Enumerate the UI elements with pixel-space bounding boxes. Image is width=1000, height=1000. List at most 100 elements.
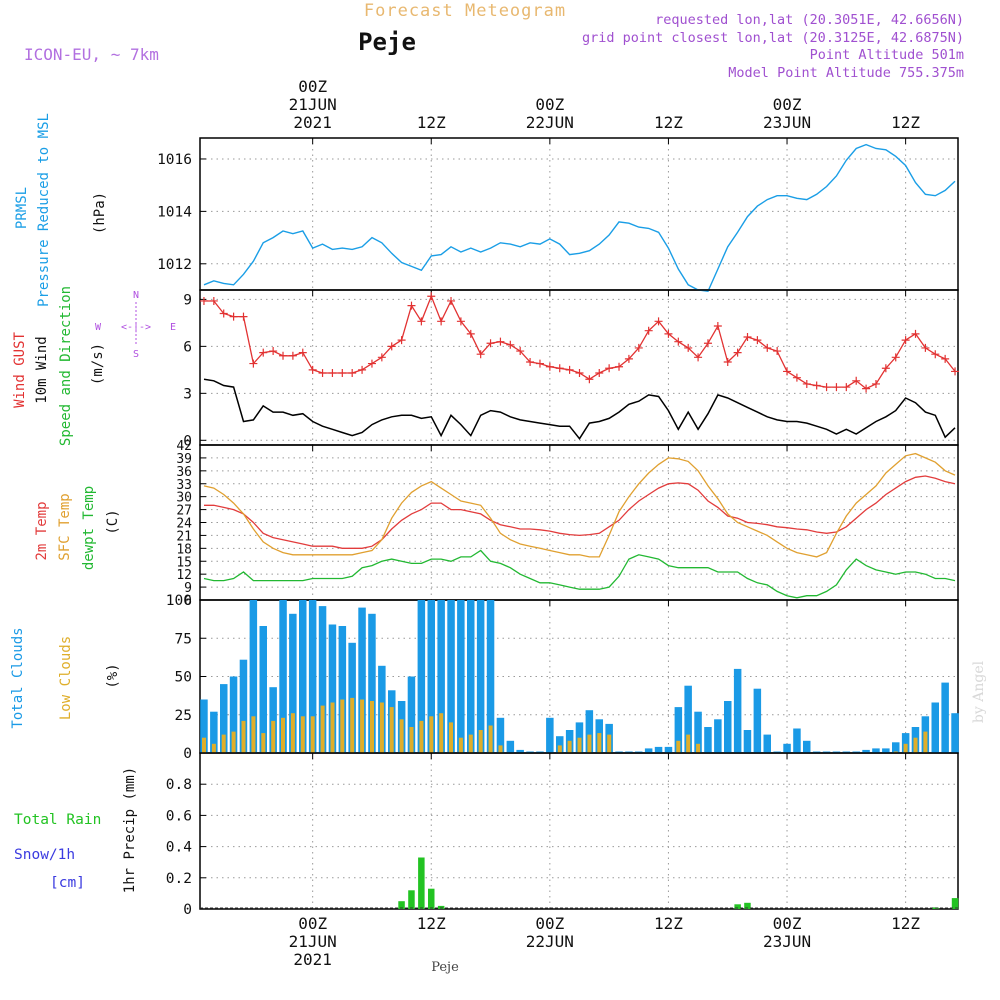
y-tick-label: 18 <box>176 542 192 557</box>
y-tick-label: 9 <box>183 292 192 308</box>
y-tick-label: 1012 <box>157 257 192 273</box>
cloud-unit: (%) <box>105 663 121 688</box>
y-tick-label: 0.2 <box>166 871 192 887</box>
wind-gust-marker <box>377 353 386 362</box>
low-cloud-bar <box>468 734 473 753</box>
y-tick-label: 1014 <box>157 204 192 220</box>
total-cloud-bar <box>457 600 465 753</box>
wind-gust-marker <box>792 373 801 382</box>
total-cloud-bar <box>694 711 702 753</box>
low-cloud-bar <box>449 722 453 753</box>
total-cloud-bar <box>664 746 673 753</box>
wind-gust-marker <box>575 368 584 377</box>
y-tick-label: 75 <box>175 631 192 647</box>
wind-gust-marker <box>654 317 663 326</box>
wind-gust-marker <box>921 343 930 352</box>
y-tick-label: 6 <box>183 339 192 355</box>
top-time-label: 00Z <box>298 77 327 96</box>
wind-10m-line <box>203 378 956 440</box>
total-cloud-bar <box>358 607 366 753</box>
low-cloud-bar <box>271 720 276 753</box>
bottom-time-label: 00Z <box>298 914 327 933</box>
top-time-label: 00Z <box>535 95 564 114</box>
wind-gust-marker <box>447 296 456 305</box>
wind-gust-marker <box>684 343 693 352</box>
cloud-panel: 0 25 50 75 100 <box>166 593 959 762</box>
total-cloud-bar <box>269 687 277 753</box>
rain-bar <box>398 901 405 909</box>
bottom-time-label: 12Z <box>417 914 446 933</box>
footer-location: Peje <box>431 960 459 975</box>
total-cloud-bar <box>901 733 910 753</box>
low-cloud-bar <box>439 713 444 753</box>
wind-gust-marker <box>703 339 712 348</box>
compass-west: W <box>95 322 102 333</box>
total-cloud-bar <box>486 600 495 753</box>
low-cloud-bar <box>587 734 592 753</box>
wind-gust-marker <box>891 353 900 362</box>
total-cloud-bar <box>644 748 653 753</box>
wind-gust-marker <box>239 312 248 321</box>
low-cloud-bar <box>557 745 562 753</box>
snow-unit-label: [cm] <box>50 875 85 891</box>
wind-gust-marker <box>328 368 337 377</box>
total-cloud-bar <box>714 719 722 753</box>
total-cloud-bar <box>793 728 801 753</box>
low-cloud-bar <box>409 727 414 753</box>
low-cloud-bar <box>419 720 424 753</box>
wind-gust-marker <box>318 368 327 377</box>
y-tick-label: 0 <box>183 902 192 918</box>
total-cloud-bar <box>743 730 752 753</box>
y-tick-label: 12 <box>176 568 192 583</box>
model-label: ICON-EU, ~ 7km <box>24 45 159 64</box>
wind-gust-label: Wind GUST <box>12 332 28 408</box>
rain-bar <box>428 888 435 909</box>
gridpoint-coords: grid point closest lon,lat (20.3125E, 42… <box>582 30 964 46</box>
temp-unit: (C) <box>105 509 121 534</box>
y-tick-label: 21 <box>176 529 192 544</box>
low-cloud-bar <box>379 702 384 753</box>
wind-unit: (m/s) <box>90 343 106 385</box>
low-cloud-bar <box>488 725 493 753</box>
temp-2m-label: 2m Temp <box>34 501 50 560</box>
wind-gust-marker <box>911 329 920 338</box>
wind-gust-marker <box>644 326 653 335</box>
wind-speed-dir-label: Speed and Direction <box>58 286 74 446</box>
y-tick-label: 15 <box>176 555 192 570</box>
rain-bar <box>744 902 751 909</box>
wind-gust-marker <box>941 354 950 363</box>
wind-gust-marker <box>901 336 910 345</box>
precip-axis-label: 1hr Precip (mm) <box>122 767 138 893</box>
total-cloud-bar <box>299 600 307 753</box>
y-tick-label: 9 <box>184 581 192 596</box>
low-cloud-bar <box>478 730 483 753</box>
wind-gust-marker <box>615 362 624 371</box>
top-time-label: 12Z <box>891 113 920 132</box>
temp-dewpt-line <box>203 549 956 599</box>
wind-gust-marker <box>585 375 594 384</box>
wind-gust-marker <box>219 309 228 318</box>
y-tick-label: 6 <box>184 594 192 609</box>
low-cloud-bar <box>290 713 295 753</box>
wind-gust-marker <box>545 362 554 371</box>
wind-gust-marker <box>674 337 683 346</box>
wind-10m-label: 10m Wind <box>34 336 50 403</box>
wind-gust-marker <box>743 332 752 341</box>
wind-gust-marker <box>358 365 367 374</box>
total-cloud-bar <box>862 749 870 753</box>
wind-gust-marker <box>199 296 208 305</box>
low-cloud-bar <box>360 699 365 753</box>
low-cloud-bar <box>597 733 602 753</box>
wind-gust-marker <box>862 384 871 393</box>
y-tick-label: 50 <box>175 670 192 686</box>
low-cloud-bar <box>261 733 266 753</box>
total-cloud-bar <box>803 740 811 753</box>
wind-gust-marker <box>397 336 406 345</box>
y-tick-label: 42 <box>176 439 192 454</box>
wind-gust-marker <box>269 347 278 356</box>
wind-panel: 0 3 6 9 <box>183 289 960 449</box>
y-tick-label: 33 <box>176 478 192 493</box>
low-cloud-bar <box>923 731 928 753</box>
wind-gust-marker <box>338 368 347 377</box>
